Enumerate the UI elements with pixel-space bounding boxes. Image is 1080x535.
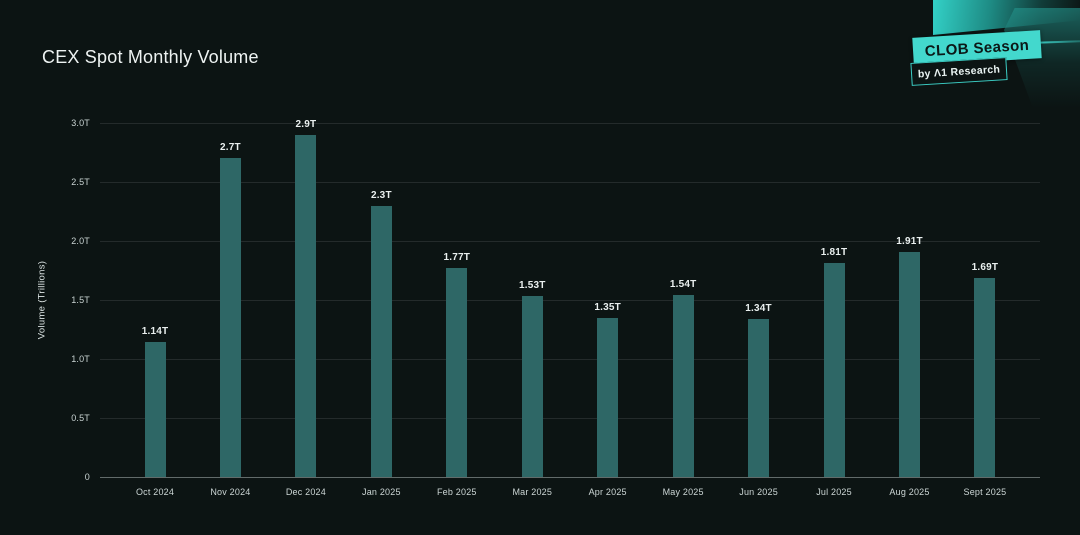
bar-value-label: 1.69T: [971, 261, 999, 273]
bar: [748, 318, 770, 477]
x-tick-label: Mar 2025: [512, 487, 553, 497]
gridline: [100, 122, 1040, 124]
x-tick-label: Jan 2025: [362, 487, 401, 497]
bar-value-label: 1.91T: [896, 235, 923, 247]
y-tick-label: 0: [84, 472, 90, 482]
bar: [974, 277, 996, 477]
bar-value-label: 1.54T: [669, 279, 697, 291]
x-tick-label: Aug 2025: [889, 487, 930, 497]
x-tick-label: Jul 2025: [816, 487, 852, 497]
y-tick-label: 2.0T: [71, 236, 90, 246]
x-tick-label: Sept 2025: [963, 487, 1007, 497]
y-tick-label: 1.0T: [71, 354, 90, 364]
y-tick-label: 2.5T: [71, 177, 90, 187]
gridline: [100, 240, 1040, 242]
gridline: [100, 417, 1040, 419]
plot-area: 0 0.5T 1.0T 1.5T 2.0T 2.5T 3.0T 1.14T Oct 2024 2.…: [71, 118, 1040, 497]
gridline: [100, 299, 1040, 301]
bar-value-label: 1.81T: [820, 247, 848, 259]
bar: [144, 342, 166, 477]
bar-value-label: 1.35T: [594, 301, 621, 313]
gridline: [100, 358, 1040, 360]
y-tick-label: 3.0T: [71, 118, 90, 128]
bar: [899, 251, 920, 477]
bar-value-label: 1.14T: [141, 326, 169, 338]
bar: [597, 317, 619, 477]
x-tick-label: Oct 2024: [135, 487, 175, 497]
bar: [446, 268, 468, 477]
bar-value-label: 1.53T: [518, 280, 546, 292]
bar-value-label: 2.9T: [295, 118, 317, 130]
bar-value-label: 1.34T: [745, 302, 772, 314]
y-tick-label: 1.5T: [71, 295, 90, 305]
page-title: CEX Spot Monthly Volume: [42, 47, 259, 67]
bar-value-label: 1.77T: [443, 252, 471, 264]
bar: [370, 205, 392, 477]
x-tick-label: Feb 2025: [436, 487, 477, 497]
x-tick-label: Nov 2024: [210, 487, 251, 497]
bar: [823, 263, 845, 477]
y-tick-label: 0.5T: [71, 413, 90, 423]
x-tick-label: Dec 2024: [285, 487, 326, 497]
bar: [295, 134, 317, 477]
bar: [219, 158, 241, 477]
bar: [672, 295, 694, 477]
bar-value-label: 2.7T: [220, 142, 241, 154]
bar: [521, 296, 543, 477]
gridline: [100, 181, 1040, 183]
x-tick-label: Apr 2025: [588, 487, 627, 497]
x-axis-baseline: [100, 476, 1040, 478]
x-tick-label: Jun 2025: [739, 487, 778, 497]
bar-value-label: 2.3T: [370, 189, 392, 201]
x-tick-label: May 2025: [662, 487, 704, 497]
